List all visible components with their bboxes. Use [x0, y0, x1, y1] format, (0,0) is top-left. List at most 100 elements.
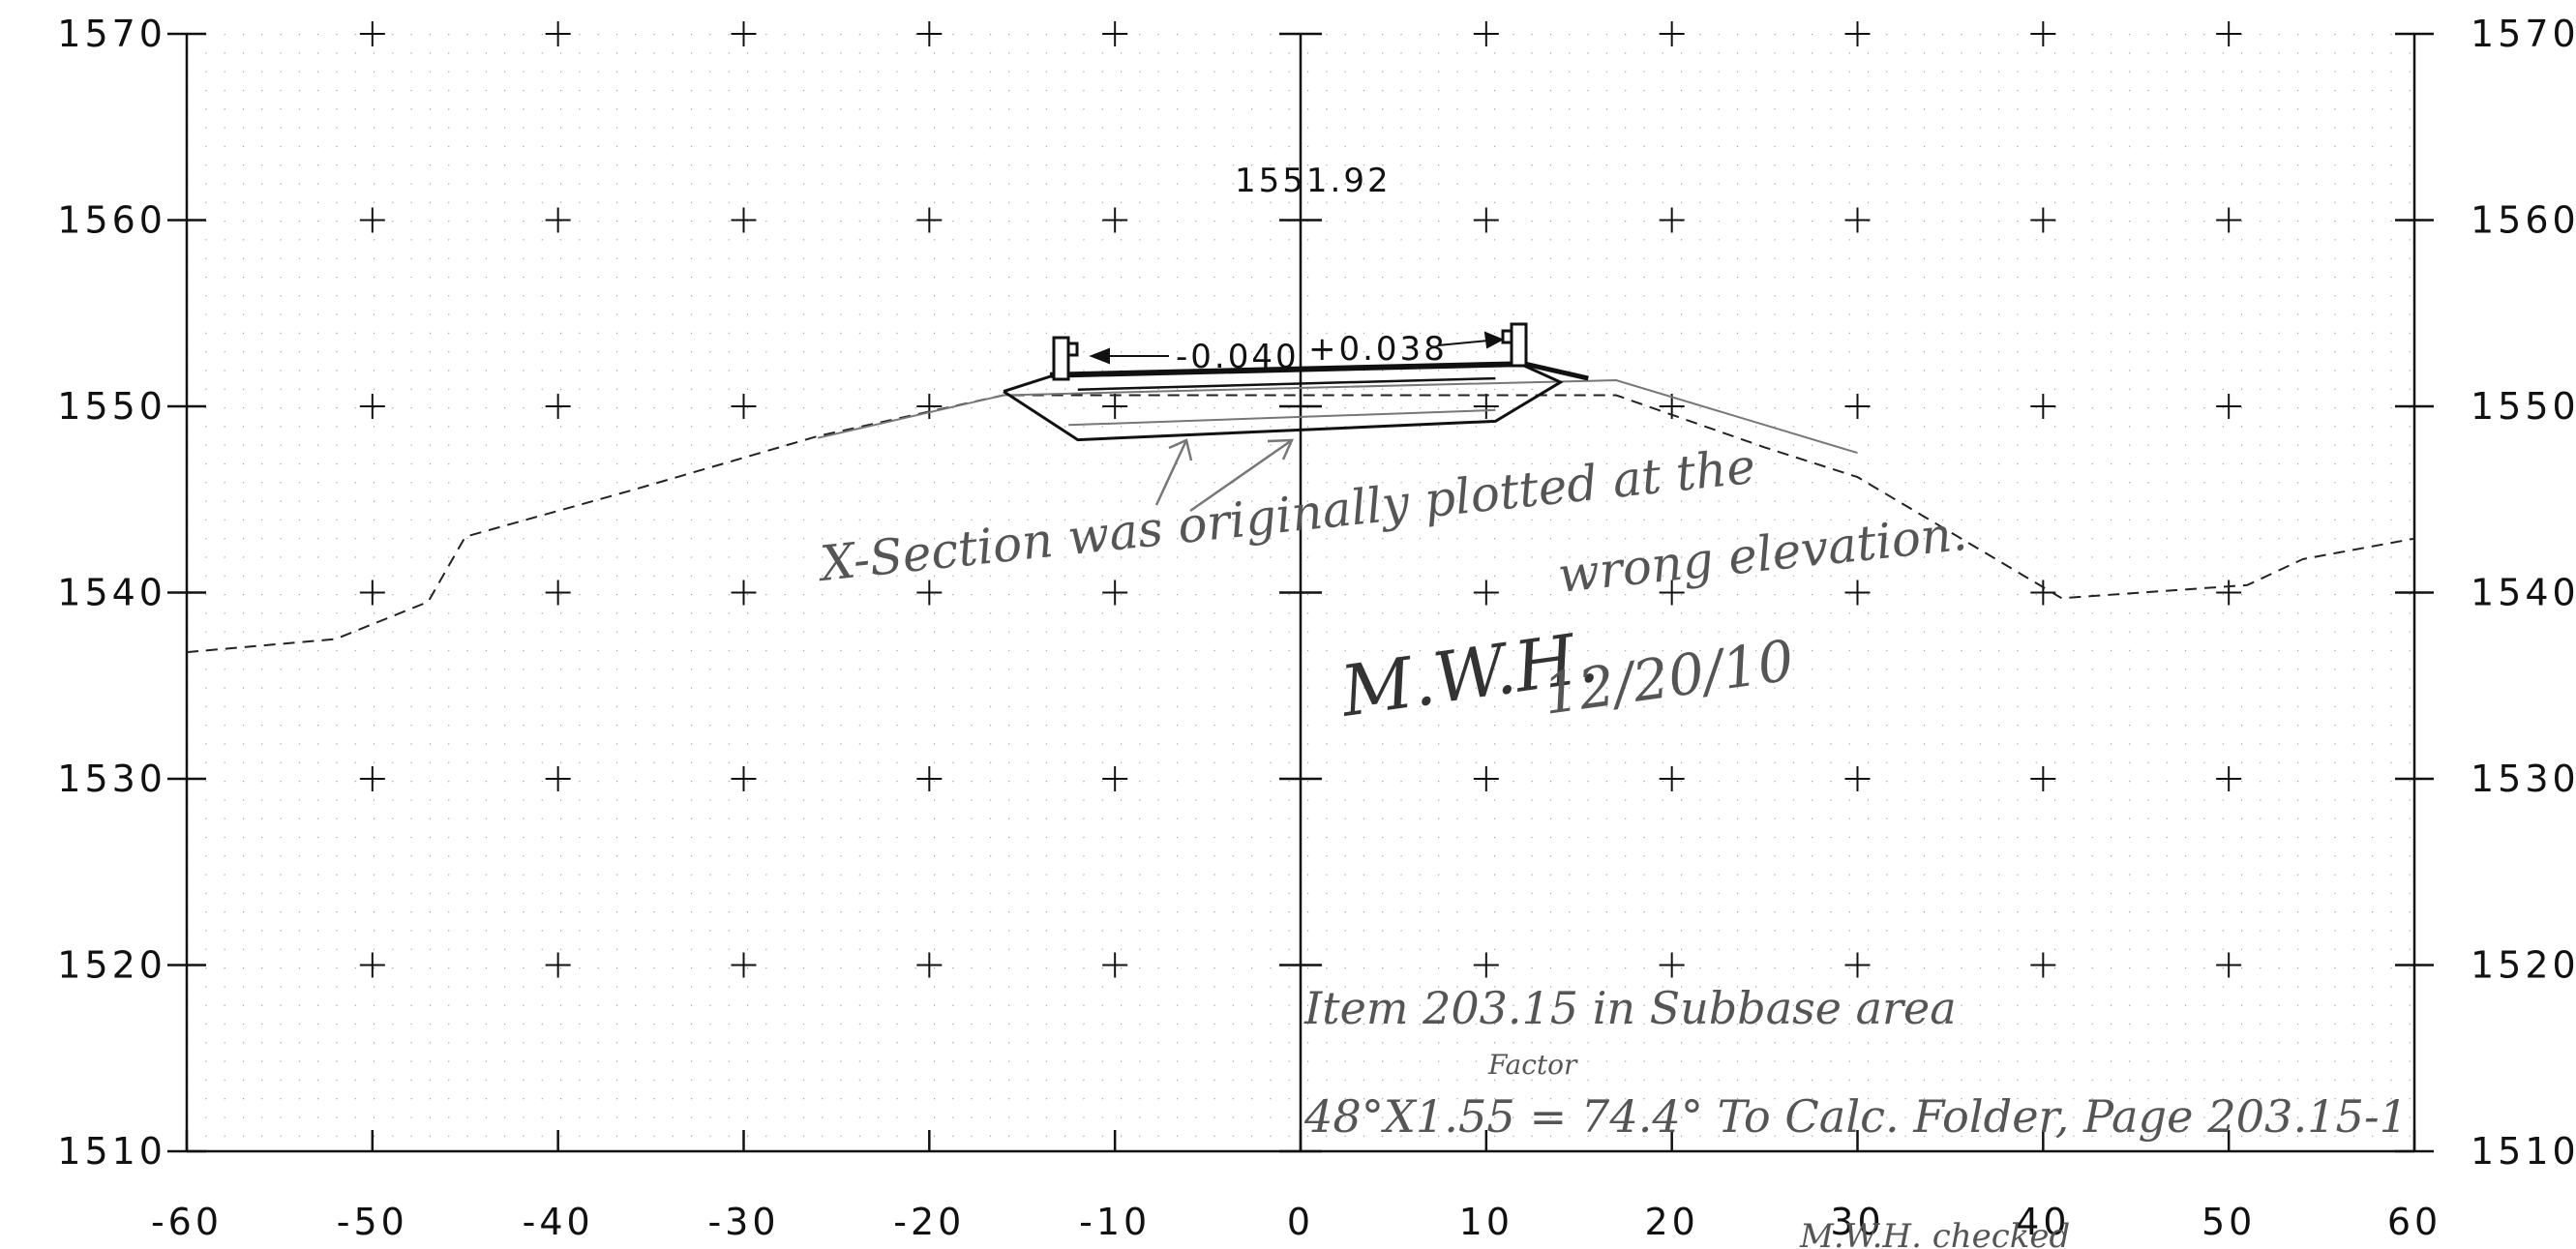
- item-note: Item 203.15 in Subbase area: [1303, 982, 1957, 1034]
- calc-note: 48°X1.55 = 74.4° To Calc. Folder, Page 2…: [1303, 1090, 2408, 1143]
- grid-cross: [545, 580, 571, 606]
- grid-cross: [731, 21, 757, 46]
- x-tick-label: -10: [1079, 1201, 1151, 1243]
- grid-cross: [1844, 21, 1871, 46]
- grid-cross: [359, 207, 385, 233]
- grid-cross: [1844, 207, 1871, 233]
- factor-label: Factor: [1487, 1049, 1578, 1081]
- roadway-template-outline: [1003, 364, 1564, 442]
- original-ground-line: [186, 394, 2415, 654]
- x-tick-label: -20: [893, 1201, 965, 1243]
- grid-cross: [2030, 952, 2056, 978]
- grid-cross: [2216, 207, 2242, 233]
- grid-cross: [731, 952, 757, 978]
- grid-cross: [731, 394, 757, 419]
- grid-cross: [1473, 207, 1499, 233]
- grid-cross: [2030, 207, 2056, 233]
- grid-cross: [359, 952, 385, 978]
- grid-cross: [916, 766, 943, 791]
- grid-cross: [1659, 580, 1685, 606]
- x-tick-label: 50: [2202, 1201, 2256, 1243]
- y-tick-label-left: 1520: [57, 944, 166, 987]
- grid-cross: [359, 394, 385, 419]
- grid-cross: [1844, 394, 1871, 419]
- bottom-partial-note: M.W.H. checked: [1799, 1217, 2070, 1249]
- centerline-elevation-label: 1551.92: [1235, 162, 1392, 200]
- y-tick-label-right: 1530: [2471, 758, 2576, 800]
- x-tick-label: -30: [707, 1201, 779, 1243]
- pavement-base-line: [1077, 376, 1496, 391]
- x-tick-labels: -60 -50 -40 -30 -20 -10 0 10 20 30 40 50 60: [151, 1201, 2441, 1243]
- grid-cross: [359, 766, 385, 791]
- y-tick-labels-left: 1570 1560 1550 1540 1530 1520 1510: [57, 13, 166, 1173]
- x-tick-label: 40: [2016, 1201, 2070, 1243]
- grid-cross: [1473, 394, 1499, 419]
- grid-cross: [1844, 952, 1871, 978]
- grid-cross: [1659, 766, 1685, 791]
- y-tick-label-right: 1560: [2471, 199, 2576, 242]
- grid-cross: [1473, 766, 1499, 791]
- subbase-pencil-line: [1068, 408, 1496, 427]
- grid-cross: [1844, 580, 1871, 606]
- left-slope-arrow: [1089, 347, 1169, 365]
- grid-cross: [731, 207, 757, 233]
- y-tick-label-left: 1550: [57, 385, 166, 428]
- grid-cross: [916, 207, 943, 233]
- y-tick-label-left: 1560: [57, 199, 166, 242]
- grid-cross: [1473, 580, 1499, 606]
- y-tick-label-left: 1540: [57, 572, 166, 614]
- x-tick-label: -50: [337, 1201, 408, 1243]
- replotted-ground-line: [817, 378, 1858, 455]
- pencil-pointer-arrows: [1154, 438, 1294, 513]
- grid-cross: [2216, 21, 2242, 46]
- y-tick-label-right: 1510: [2471, 1130, 2576, 1173]
- grid-cross: [1102, 766, 1128, 791]
- grid-cross: [731, 580, 757, 606]
- grid-cross: [545, 21, 571, 46]
- grid-cross: [1102, 952, 1128, 978]
- grid-cross: [2216, 394, 2242, 419]
- y-tick-label-left: 1510: [57, 1130, 166, 1173]
- grid-cross: [916, 580, 943, 606]
- grid-cross: [916, 952, 943, 978]
- grid-cross: [2030, 21, 2056, 46]
- right-curb: [1501, 322, 1528, 368]
- slope-right-label: +0.038: [1308, 330, 1448, 369]
- x-tick-label: -60: [151, 1201, 223, 1243]
- grid-cross: [1473, 21, 1499, 46]
- y-tick-labels-right: 1570 1560 1550 1540 1530 1520 1510: [2471, 13, 2576, 1173]
- axis-ticks: [167, 32, 2434, 1153]
- grid-cross: [1844, 766, 1871, 791]
- grid-cross: [916, 21, 943, 46]
- grid-cross: [1102, 580, 1128, 606]
- x-tick-label: 30: [1830, 1201, 1884, 1243]
- grid-cross: [2216, 766, 2242, 791]
- grid-cross: [1102, 21, 1128, 46]
- x-tick-label: 10: [1459, 1201, 1513, 1243]
- grid-cross: [545, 952, 571, 978]
- grid-cross: [359, 21, 385, 46]
- y-tick-label-left: 1570: [57, 13, 166, 55]
- grid-cross: [1659, 21, 1685, 46]
- y-tick-label-right: 1520: [2471, 944, 2576, 987]
- y-tick-label-left: 1530: [57, 758, 166, 800]
- grid-cross: [2216, 952, 2242, 978]
- grid-cross: [916, 394, 943, 419]
- grid-cross: [2030, 394, 2056, 419]
- y-tick-label-right: 1550: [2471, 385, 2576, 428]
- grid-cross: [545, 394, 571, 419]
- grid-cross: [1659, 207, 1685, 233]
- grid-cross: [731, 766, 757, 791]
- right-slope-arrow: [1437, 331, 1505, 349]
- y-tick-label-right: 1540: [2471, 572, 2576, 614]
- grid-cross: [1473, 952, 1499, 978]
- grid-cross: [1102, 207, 1128, 233]
- grid-cross: [359, 580, 385, 606]
- x-tick-label: 0: [1287, 1201, 1314, 1243]
- grid-cross: [545, 766, 571, 791]
- grid-cross: [2216, 580, 2242, 606]
- grid-crosses: [359, 21, 2242, 978]
- grid-cross: [1659, 952, 1685, 978]
- x-tick-label: 60: [2387, 1201, 2441, 1243]
